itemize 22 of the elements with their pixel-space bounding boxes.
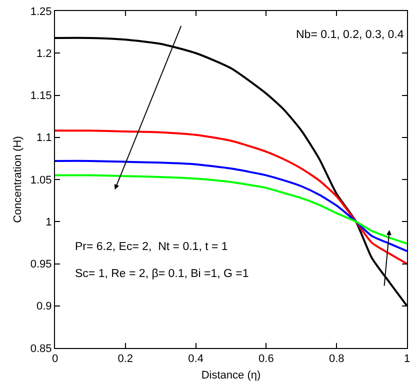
annotation: Pr= 6.2, Ec= 2, Nt = 0.1, t = 1 — [75, 241, 228, 253]
y-tick-label: 1.2 — [36, 48, 52, 60]
y-tick-label: 1.05 — [30, 174, 52, 186]
y-tick-label: 1.25 — [30, 6, 52, 18]
line-series — [55, 130, 407, 265]
y-tick-label: 0.95 — [30, 258, 52, 271]
annotation: Nb= 0.1, 0.2, 0.3, 0.4 — [296, 29, 404, 41]
x-tick-label: 0.8 — [328, 353, 344, 366]
y-tick-label: 0.9 — [36, 300, 52, 313]
y-tick-label: 1.1 — [36, 132, 52, 144]
x-tick-label: 0.4 — [188, 353, 204, 366]
y-axis-title: Concentration (H) — [12, 136, 24, 223]
y-tick-label: 0.85 — [30, 342, 52, 355]
y-tick-label: 1.15 — [30, 90, 52, 102]
x-tick-label: 0.2 — [118, 353, 134, 366]
annotation: Sc= 1, Re = 2, β= 0.1, Bi =1, G =1 — [75, 268, 249, 280]
x-axis-title: Distance (η) — [201, 369, 261, 382]
y-tick-label: 1 — [46, 216, 52, 228]
x-tick-label: 1 — [404, 353, 410, 366]
x-tick-label: 0.6 — [258, 353, 274, 366]
x-tick-label: 0 — [52, 353, 58, 366]
line-series — [55, 160, 407, 252]
